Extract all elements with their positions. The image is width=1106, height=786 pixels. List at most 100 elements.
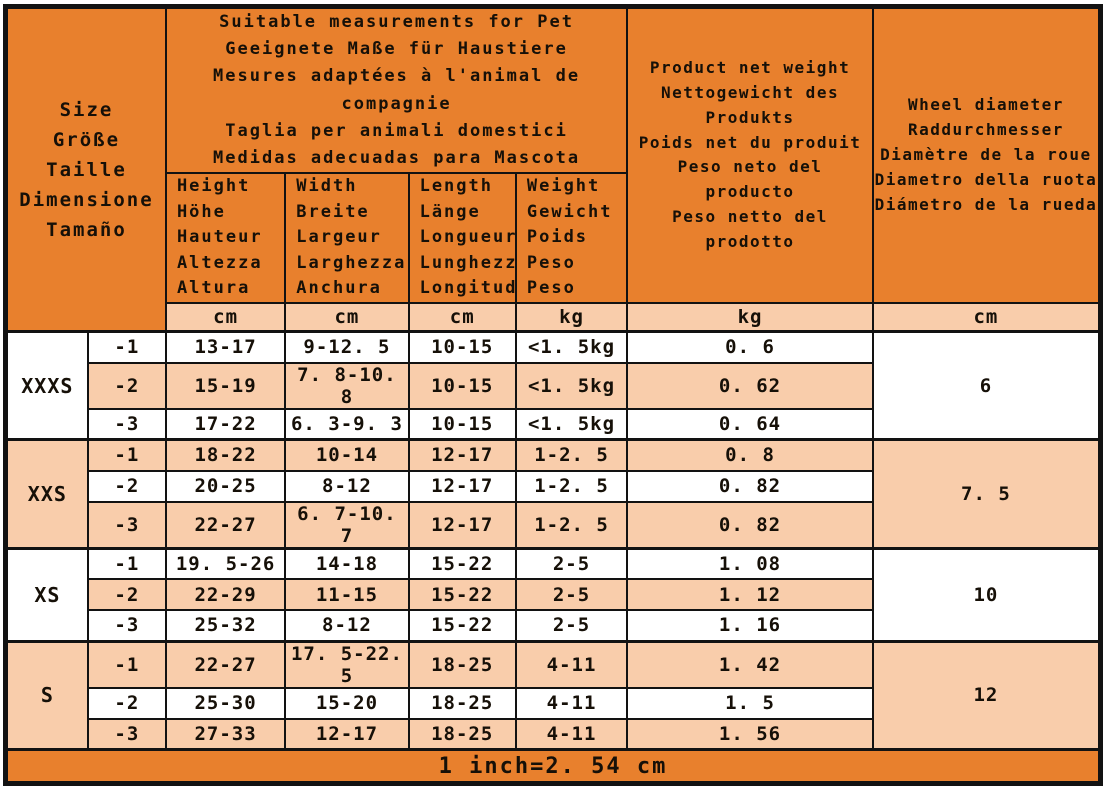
- size-label-s: S: [4, 639, 89, 751]
- table-row: -3 25-32 8-12 15-22 2-5 1. 16: [6, 609, 1101, 643]
- table-row: -3 22-27 6. 7-10. 7 12-17 1-2. 5 0. 82: [6, 500, 1101, 550]
- length-cell: 12-17: [407, 469, 517, 503]
- variant-cell: -2: [86, 578, 167, 612]
- length-subheader: Length Länge Longueur Lunghezza Longitud: [407, 172, 517, 304]
- height-cell: 25-32: [164, 609, 287, 643]
- wheel-diameter-header: Wheel diameter Raddurchmesser Diamètre d…: [871, 5, 1102, 304]
- net-weight-cell: 1. 08: [626, 546, 874, 581]
- height-cell: 18-22: [164, 438, 287, 472]
- height-cell: 13-17: [164, 330, 287, 364]
- length-cell: 15-22: [407, 546, 517, 581]
- wheel-diameter-cell-xxxs: 6: [871, 330, 1102, 441]
- weight-cell: 4-11: [514, 686, 629, 720]
- weight-cell: <1. 5kg: [514, 330, 629, 364]
- net-weight-cell: 0. 8: [626, 438, 874, 472]
- width-cell: 9-12. 5: [284, 330, 410, 364]
- length-cell: 15-22: [407, 609, 517, 643]
- unit-net-weight: kg: [626, 301, 874, 333]
- table-row: -3 17-22 6. 3-9. 3 10-15 <1. 5kg 0. 64: [6, 407, 1101, 441]
- width-cell: 14-18: [284, 546, 410, 581]
- unit-weight: kg: [514, 301, 629, 333]
- unit-width: cm: [284, 301, 410, 333]
- variant-cell: -1: [86, 438, 167, 472]
- unit-length: cm: [407, 301, 517, 333]
- weight-cell: 1-2. 5: [514, 500, 629, 550]
- weight-cell: 1-2. 5: [514, 469, 629, 503]
- pet-size-chart-table: Size Größe Taille Dimensione Tamaño Suit…: [3, 4, 1103, 786]
- net-weight-cell: 0. 82: [626, 500, 874, 550]
- weight-cell: 2-5: [514, 546, 629, 581]
- weight-cell: 4-11: [514, 717, 629, 751]
- weight-cell: <1. 5kg: [514, 407, 629, 441]
- variant-cell: -3: [86, 500, 167, 550]
- width-subheader: Width Breite Largeur Larghezza Anchura: [284, 172, 410, 304]
- wheel-diameter-cell-s: 12: [871, 639, 1102, 751]
- length-cell: 10-15: [407, 361, 517, 410]
- width-cell: 8-12: [284, 469, 410, 503]
- variant-cell: -3: [86, 609, 167, 643]
- size-label-xxxs: XXXS: [4, 330, 89, 441]
- width-cell: 10-14: [284, 438, 410, 472]
- table-row: -2 22-29 11-15 15-22 2-5 1. 12: [6, 578, 1101, 612]
- table-row: S -1 22-27 17. 5-22. 5 18-25 4-11 1. 42 …: [4, 639, 1102, 751]
- variant-cell: -1: [86, 639, 167, 689]
- header-row-sub: Height Höhe Hauteur Altezza Altura Width…: [6, 172, 1101, 304]
- width-cell: 8-12: [284, 609, 410, 643]
- length-cell: 18-25: [407, 639, 517, 689]
- weight-cell: 1-2. 5: [514, 438, 629, 472]
- height-cell: 22-27: [164, 639, 287, 689]
- variant-cell: -3: [86, 717, 167, 751]
- table-row: -2 25-30 15-20 18-25 4-11 1. 5: [6, 686, 1101, 720]
- width-cell: 6. 3-9. 3: [284, 407, 410, 441]
- height-subheader: Height Höhe Hauteur Altezza Altura: [164, 172, 287, 304]
- width-cell: 7. 8-10. 8: [284, 361, 410, 410]
- net-weight-cell: 1. 42: [626, 639, 874, 689]
- header-row-main: Size Größe Taille Dimensione Tamaño Suit…: [4, 5, 1102, 333]
- weight-cell: 2-5: [514, 609, 629, 643]
- table-row: XXXS -1 13-17 9-12. 5 10-15 <1. 5kg 0. 6…: [4, 330, 1102, 441]
- size-column-header: Size Größe Taille Dimensione Tamaño: [4, 5, 167, 333]
- wheel-diameter-cell-xxs: 7. 5: [871, 438, 1102, 550]
- net-weight-cell: 1. 12: [626, 578, 874, 612]
- width-cell: 6. 7-10. 7: [284, 500, 410, 550]
- inch-conversion-note: 1 inch=2. 54 cm: [4, 748, 1102, 785]
- unit-wheel: cm: [871, 301, 1102, 333]
- footer-row: 1 inch=2. 54 cm: [4, 748, 1102, 785]
- table-row: XS -1 19. 5-26 14-18 15-22 2-5 1. 08 10: [4, 546, 1102, 643]
- height-cell: 22-27: [164, 500, 287, 550]
- units-row: cm cm cm kg kg cm: [6, 301, 1102, 333]
- width-cell: 11-15: [284, 578, 410, 612]
- variant-cell: -3: [86, 407, 167, 441]
- length-cell: 10-15: [407, 407, 517, 441]
- variant-cell: -2: [86, 469, 167, 503]
- variant-cell: -2: [86, 361, 167, 410]
- table-row: -2 15-19 7. 8-10. 8 10-15 <1. 5kg 0. 62: [6, 361, 1101, 410]
- weight-cell: 2-5: [514, 578, 629, 612]
- height-cell: 22-29: [164, 578, 287, 612]
- height-cell: 25-30: [164, 686, 287, 720]
- wheel-diameter-cell-xs: 10: [871, 546, 1102, 643]
- length-cell: 12-17: [407, 438, 517, 472]
- height-cell: 20-25: [164, 469, 287, 503]
- width-cell: 17. 5-22. 5: [284, 639, 410, 689]
- length-cell: 12-17: [407, 500, 517, 550]
- weight-subheader: Weight Gewicht Poids Peso Peso: [514, 172, 629, 304]
- weight-cell: 4-11: [514, 639, 629, 689]
- size-label-xs: XS: [4, 546, 89, 643]
- net-weight-cell: 0. 62: [626, 361, 874, 410]
- net-weight-cell: 0. 64: [626, 407, 874, 441]
- variant-cell: -2: [86, 686, 167, 720]
- variant-cell: -1: [86, 546, 167, 581]
- size-label-xxs: XXS: [4, 438, 89, 550]
- pet-measurements-header: Suitable measurements for Pet Geeignete …: [164, 5, 629, 175]
- length-cell: 15-22: [407, 578, 517, 612]
- net-weight-header: Product net weight Nettogewicht des Prod…: [626, 5, 874, 304]
- net-weight-cell: 1. 5: [626, 686, 874, 720]
- net-weight-cell: 0. 6: [626, 330, 874, 364]
- table-row: XXS -1 18-22 10-14 12-17 1-2. 5 0. 8 7. …: [4, 438, 1102, 550]
- weight-cell: <1. 5kg: [514, 361, 629, 410]
- height-cell: 17-22: [164, 407, 287, 441]
- width-cell: 15-20: [284, 686, 410, 720]
- length-cell: 18-25: [407, 686, 517, 720]
- length-cell: 10-15: [407, 330, 517, 364]
